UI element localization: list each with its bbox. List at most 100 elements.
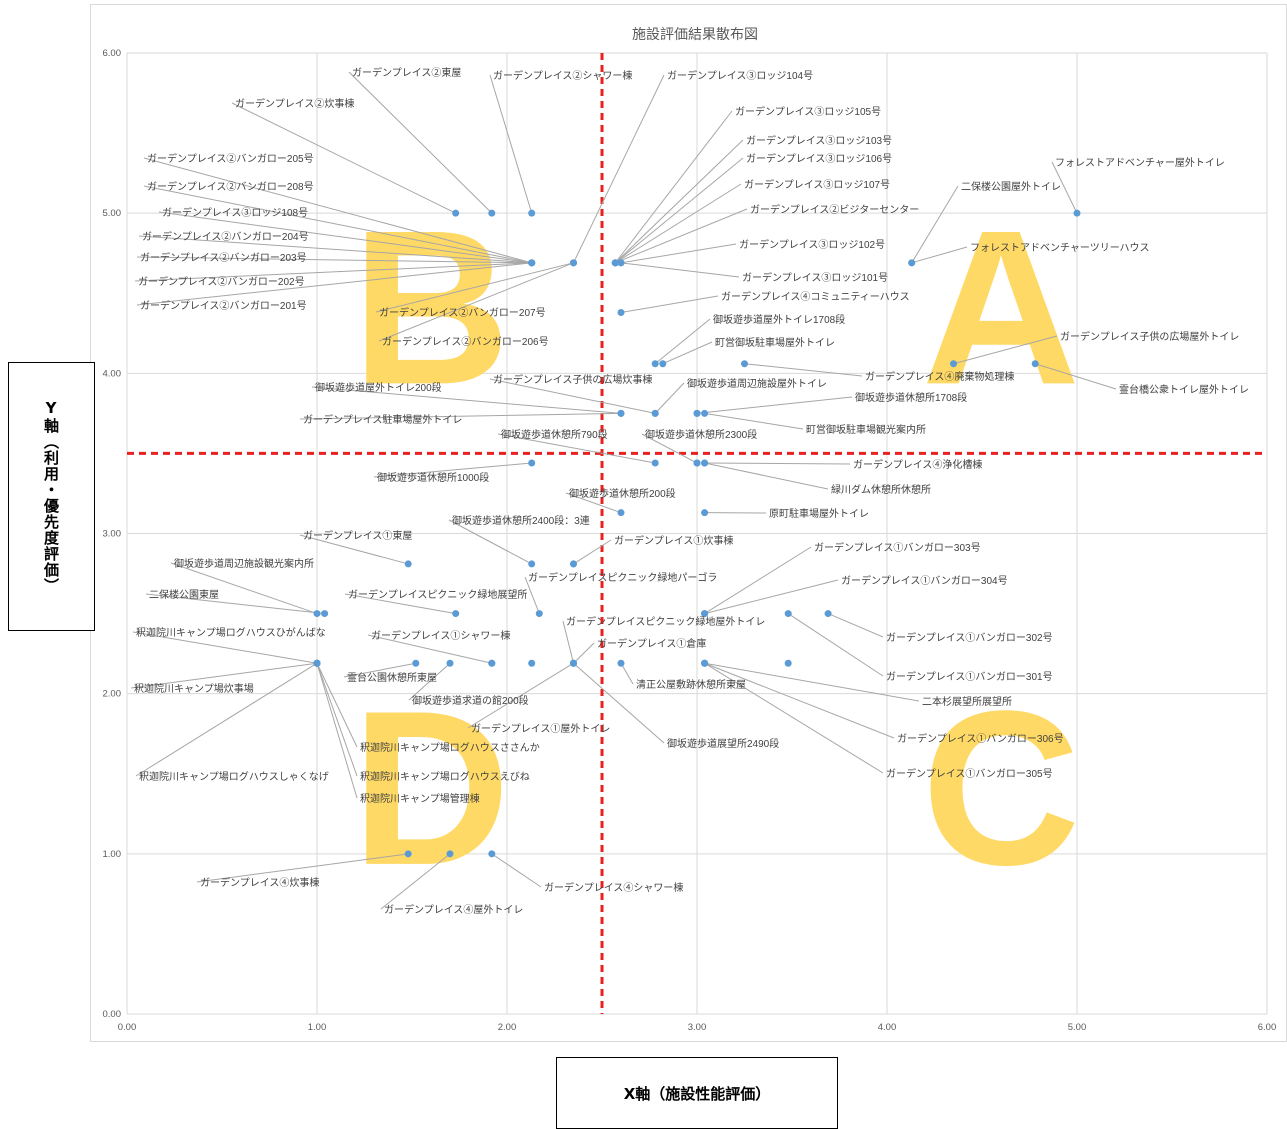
data-label: ガーデンプレイス③ロッジ108号 (162, 206, 308, 219)
data-point (528, 660, 535, 667)
data-point (950, 360, 957, 367)
y-tick-label: 3.00 (103, 529, 122, 540)
data-label: 御坂遊歩道休憩所1000段 (377, 471, 489, 484)
data-labels: ガーデンプレイス②東屋ガーデンプレイス②シャワー棟ガーデンプレイス②炊事棟ガーデ… (134, 66, 1249, 916)
leader-line (788, 614, 883, 676)
leader-line (705, 463, 850, 464)
chart-title: 施設評価結果散布図 (632, 26, 758, 42)
data-label: ガーデンプレイスピクニック緑地パーゴラ (528, 571, 717, 584)
y-tick-label: 0.00 (103, 1009, 122, 1020)
data-label: ガーデンプレイス①バンガロー303号 (814, 541, 981, 554)
data-point (528, 460, 535, 467)
data-label: 御坂遊歩道屋外トイレ1708段 (713, 313, 845, 326)
data-label: ガーデンプレイス④屋外トイレ (384, 903, 523, 916)
data-point (659, 360, 666, 367)
data-point (694, 460, 701, 467)
leader-line (574, 643, 595, 663)
data-label: ガーデンプレイス④炊事棟 (200, 876, 319, 889)
data-label: ガーデンプレイス②バンガロー204号 (142, 230, 309, 243)
leader-line (171, 563, 317, 614)
leader-line (621, 296, 718, 312)
data-point (701, 460, 708, 467)
gridlines (127, 53, 1267, 1014)
leader-line (655, 383, 684, 413)
data-label: ガーデンプレイス②バンガロー206号 (382, 335, 549, 348)
x-tick-label: 6.00 (1258, 1022, 1277, 1033)
data-label: ガーデンプレイス①バンガロー302号 (886, 631, 1053, 644)
leader-line (705, 547, 811, 614)
y-tick-label: 2.00 (103, 689, 122, 700)
data-label: 御坂遊歩道休憩所790段 (501, 428, 608, 441)
data-point (1074, 210, 1081, 217)
data-label: ガーデンプレイス③ロッジ103号 (746, 134, 892, 147)
y-axis-title-box: Y軸（利用・優先度評価） (8, 362, 95, 631)
data-label: 霊台橋公衆トイレ屋外トイレ (1119, 383, 1249, 396)
data-label: ガーデンプレイス④廃棄物処理棟 (865, 370, 1014, 383)
data-point (652, 410, 659, 417)
data-label: ガーデンプレイス②東屋 (352, 66, 461, 79)
y-tick-label: 5.00 (103, 208, 122, 219)
data-label: フォレストアドベンチャー屋外トイレ (1055, 157, 1225, 169)
data-label: ガーデンプレイス駐車場屋外トイレ (303, 413, 462, 426)
data-label: 御坂遊歩道休憩所200段 (569, 487, 676, 500)
data-label: 御坂遊歩道周辺施設屋外トイレ (687, 377, 827, 390)
data-point (528, 560, 535, 567)
data-label: ガーデンプレイス②バンガロー207号 (379, 306, 546, 319)
data-point (618, 309, 625, 316)
data-label: 原町駐車場屋外トイレ (769, 507, 869, 520)
x-tick-label: 3.00 (688, 1022, 707, 1033)
data-point (452, 610, 459, 617)
data-point (785, 660, 792, 667)
x-axis-title-box: X軸（施設性能評価） (556, 1057, 838, 1129)
y-tick-label: 6.00 (103, 48, 122, 59)
data-label: ガーデンプレイス①炊事棟 (614, 534, 733, 547)
data-point (701, 509, 708, 516)
data-point (618, 410, 625, 417)
data-label: ガーデンプレイス②バンガロー205号 (147, 152, 314, 165)
x-tick-label: 4.00 (878, 1022, 897, 1033)
data-point (1032, 360, 1039, 367)
data-point (412, 660, 419, 667)
data-point (785, 610, 792, 617)
data-label: フォレストアドベンチャーツリーハウス (970, 242, 1150, 254)
data-label: ガーデンプレイス③ロッジ102号 (739, 238, 885, 251)
data-label: 釈迦院川キャンプ場管理棟 (360, 792, 480, 805)
data-label: ガーデンプレイス①バンガロー301号 (886, 670, 1053, 683)
leader-line (705, 663, 894, 738)
data-point (314, 610, 321, 617)
data-label: 二本杉展望所展望所 (922, 695, 1012, 708)
leader-line (697, 397, 852, 413)
data-point (612, 259, 619, 266)
data-label: 釈迦院川キャンプ場炊事場 (134, 682, 254, 695)
leader-line (615, 111, 732, 263)
data-point (618, 509, 625, 516)
x-axis-title: X軸（施設性能評価） (624, 1083, 771, 1104)
leader-line (574, 75, 665, 263)
data-label: 釈迦院川キャンプ場ログハウスえびね (360, 770, 530, 783)
data-label: ガーデンプレイス③ロッジ105号 (735, 105, 881, 118)
data-label: ガーデンプレイス②バンガロー201号 (140, 299, 307, 312)
data-label: ガーデンプレイス③ロッジ104号 (667, 69, 813, 82)
data-label: ガーデンプレイス①バンガロー305号 (886, 767, 1053, 780)
leader-line (136, 663, 317, 776)
scatter-chart: 施設評価結果散布図 ABCD ガーデンプレイス②東屋ガーデンプレイス②シャワー棟… (91, 5, 1286, 1041)
data-label: ガーデンプレイス①倉庫 (597, 637, 706, 650)
data-label: 二保楼公園屋外トイレ (961, 180, 1061, 193)
x-tick-label: 1.00 (308, 1022, 327, 1033)
data-point (536, 610, 543, 617)
data-label: 清正公屋敷跡休憩所東屋 (636, 678, 746, 691)
data-label: 釈迦院川キャンプ場ログハウスしゃくなげ (139, 770, 329, 783)
data-label: 御坂遊歩道屋外トイレ200段 (315, 381, 442, 394)
data-point (701, 410, 708, 417)
data-label: ガーデンプレイス②ビジターセンター (750, 203, 919, 216)
data-point (570, 259, 577, 266)
data-point (405, 850, 412, 857)
data-point (652, 460, 659, 467)
data-label: 御坂遊歩道休憩所2400段：3連 (452, 514, 590, 527)
data-point (570, 660, 577, 667)
data-point (825, 610, 832, 617)
data-label: ガーデンプレイス②バンガロー203号 (140, 251, 307, 264)
data-point (488, 850, 495, 857)
data-point (570, 560, 577, 567)
leader-line (615, 184, 741, 263)
